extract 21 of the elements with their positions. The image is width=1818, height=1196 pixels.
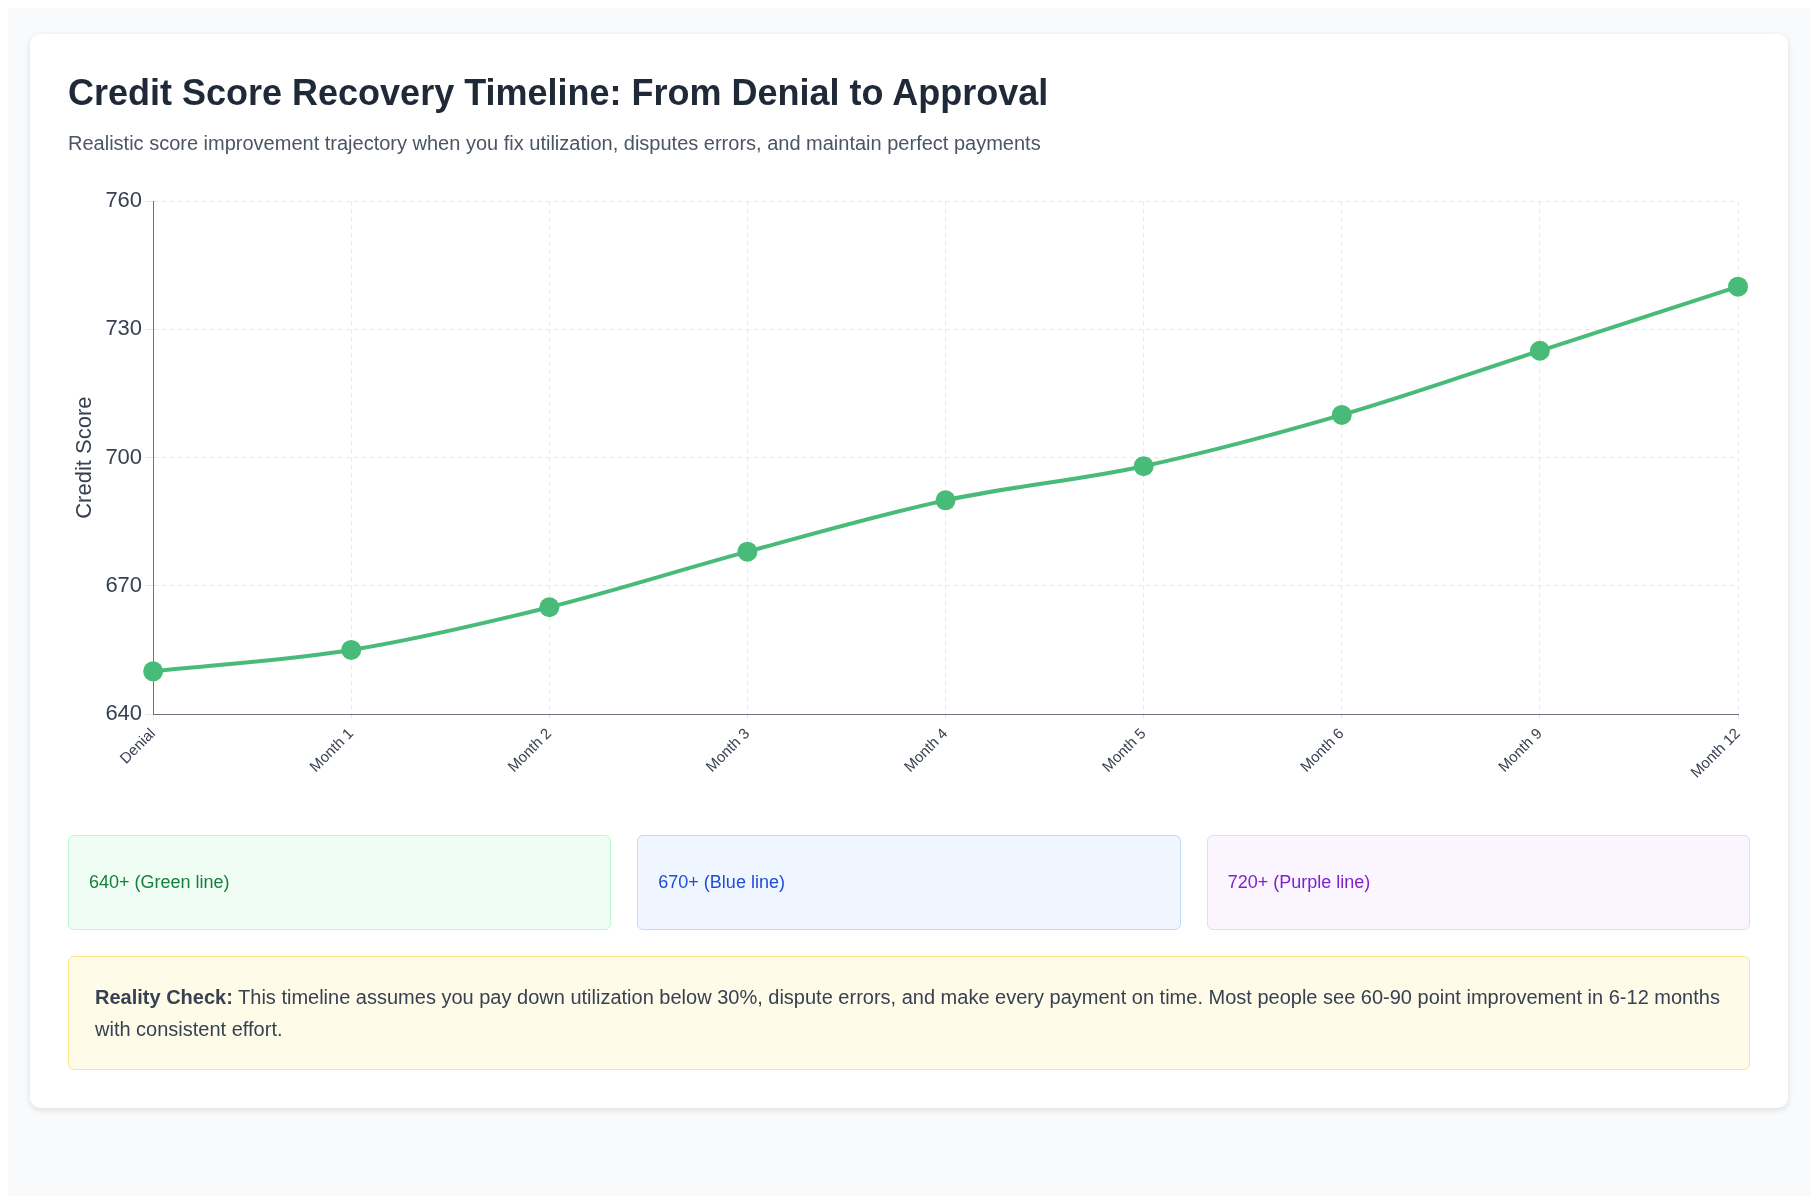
point xyxy=(737,541,758,562)
y-tick-label: 760 xyxy=(105,187,143,213)
text: 640+ (Green line) xyxy=(68,835,612,930)
text: 670+ (Blue line) xyxy=(637,835,1181,930)
chart-subtitle: Realistic score improvement trajectory when you fix utilization, disputes errors, and maintain perfect payments xyxy=(68,132,1042,155)
y-tick-label: 640 xyxy=(105,700,143,726)
y-axis-title: Credit Score xyxy=(71,396,97,519)
y-tick-label: 730 xyxy=(105,315,143,341)
point xyxy=(341,639,362,660)
text: 720+ (Purple line) xyxy=(1206,835,1750,930)
point xyxy=(1728,276,1748,297)
text: Reality Check: This timeline assumes you pay down utilization below 30%, dispute errors, and make every payment on time. Most people see 60-90 point improvement in 6-12 months with consistent effort. xyxy=(95,986,1720,1040)
point xyxy=(935,490,956,511)
chart-title: Credit Score Recovery Timeline: From Denial to Approval xyxy=(68,72,1050,114)
y-tick-label: 670 xyxy=(105,571,143,597)
point xyxy=(1529,340,1550,361)
point xyxy=(143,661,164,682)
point xyxy=(539,597,560,618)
y-tick-label: 700 xyxy=(105,443,143,469)
point xyxy=(1331,404,1352,425)
point xyxy=(1133,456,1154,477)
